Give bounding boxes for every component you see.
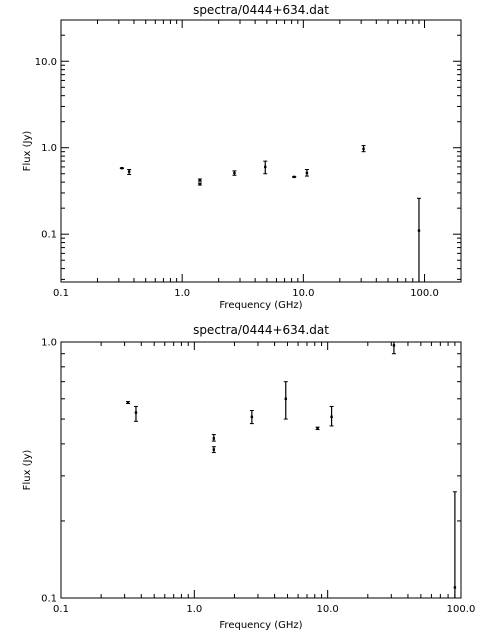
y-tick-label: 10.0 [35, 57, 57, 68]
data-point [283, 381, 288, 420]
data-point [249, 410, 254, 425]
data-point [119, 166, 124, 170]
data-point [211, 434, 216, 442]
data-marker [305, 171, 309, 175]
bottom-panel: spectra/0444+634.dat 0.1 1.0 10.0 100.0 0.1 1… [22, 323, 475, 631]
bottom-plot-frame [60, 341, 462, 599]
data-point [133, 405, 138, 422]
data-marker [264, 165, 267, 169]
data-point [211, 446, 216, 454]
data-marker [233, 171, 236, 175]
y-tick-label: 0.1 [41, 230, 57, 241]
data-point [292, 175, 297, 179]
top-plot-frame [60, 19, 462, 283]
data-point [127, 169, 132, 176]
data-point [197, 182, 202, 186]
data-marker [127, 170, 131, 173]
x-tick-label: 1.0 [186, 604, 202, 615]
top-data-points [119, 145, 421, 283]
data-point [304, 169, 309, 177]
x-tick-label: 100.0 [410, 288, 439, 299]
data-marker [292, 175, 296, 179]
data-marker [316, 427, 319, 430]
top-panel: spectra/0444+634.dat 0.1 1.0 10.0 100.0 0.1 1… [22, 3, 462, 311]
data-point [197, 178, 202, 182]
data-marker [126, 401, 130, 404]
top-axis-ticks: 0.1 1.0 10.0 100.0 0.1 1.0 10.0 [35, 19, 462, 299]
data-point [232, 170, 237, 176]
data-point [125, 401, 130, 405]
data-marker [330, 415, 333, 419]
data-marker [212, 437, 216, 440]
data-marker [392, 344, 396, 347]
data-marker [362, 147, 365, 151]
data-point [391, 341, 396, 355]
x-tick-label: 10.0 [317, 604, 339, 615]
y-tick-label: 1.0 [41, 143, 57, 154]
top-panel-title: spectra/0444+634.dat [193, 3, 329, 17]
data-marker [250, 415, 254, 419]
y-tick-label: 1.0 [41, 338, 57, 349]
data-point [416, 197, 421, 283]
data-point [315, 426, 320, 431]
data-marker [417, 229, 421, 232]
x-tick-label: 0.1 [53, 604, 69, 615]
top-x-axis-label: Frequency (GHz) [219, 300, 302, 311]
data-marker [453, 586, 457, 589]
bottom-axis-ticks: 0.1 1.0 10.0 100.0 0.1 1.0 [41, 338, 475, 616]
top-y-axis-label: Flux (Jy) [22, 131, 33, 172]
data-marker [198, 179, 202, 182]
bottom-x-axis-label: Frequency (GHz) [219, 620, 302, 631]
y-tick-label: 0.1 [41, 594, 57, 605]
bottom-y-axis-label: Flux (Jy) [22, 450, 33, 491]
bottom-data-points [125, 341, 457, 599]
data-point [452, 491, 457, 599]
x-tick-label: 1.0 [174, 288, 190, 299]
x-tick-label: 0.1 [53, 288, 69, 299]
bottom-panel-title: spectra/0444+634.dat [193, 323, 329, 337]
x-tick-label: 100.0 [447, 604, 476, 615]
data-point [361, 145, 366, 153]
data-marker [198, 182, 202, 186]
x-tick-label: 10.0 [292, 288, 314, 299]
data-point [329, 405, 334, 427]
data-marker [134, 411, 138, 414]
data-marker [120, 166, 124, 170]
data-point [263, 160, 268, 175]
data-marker [212, 448, 216, 451]
data-marker [284, 397, 287, 400]
